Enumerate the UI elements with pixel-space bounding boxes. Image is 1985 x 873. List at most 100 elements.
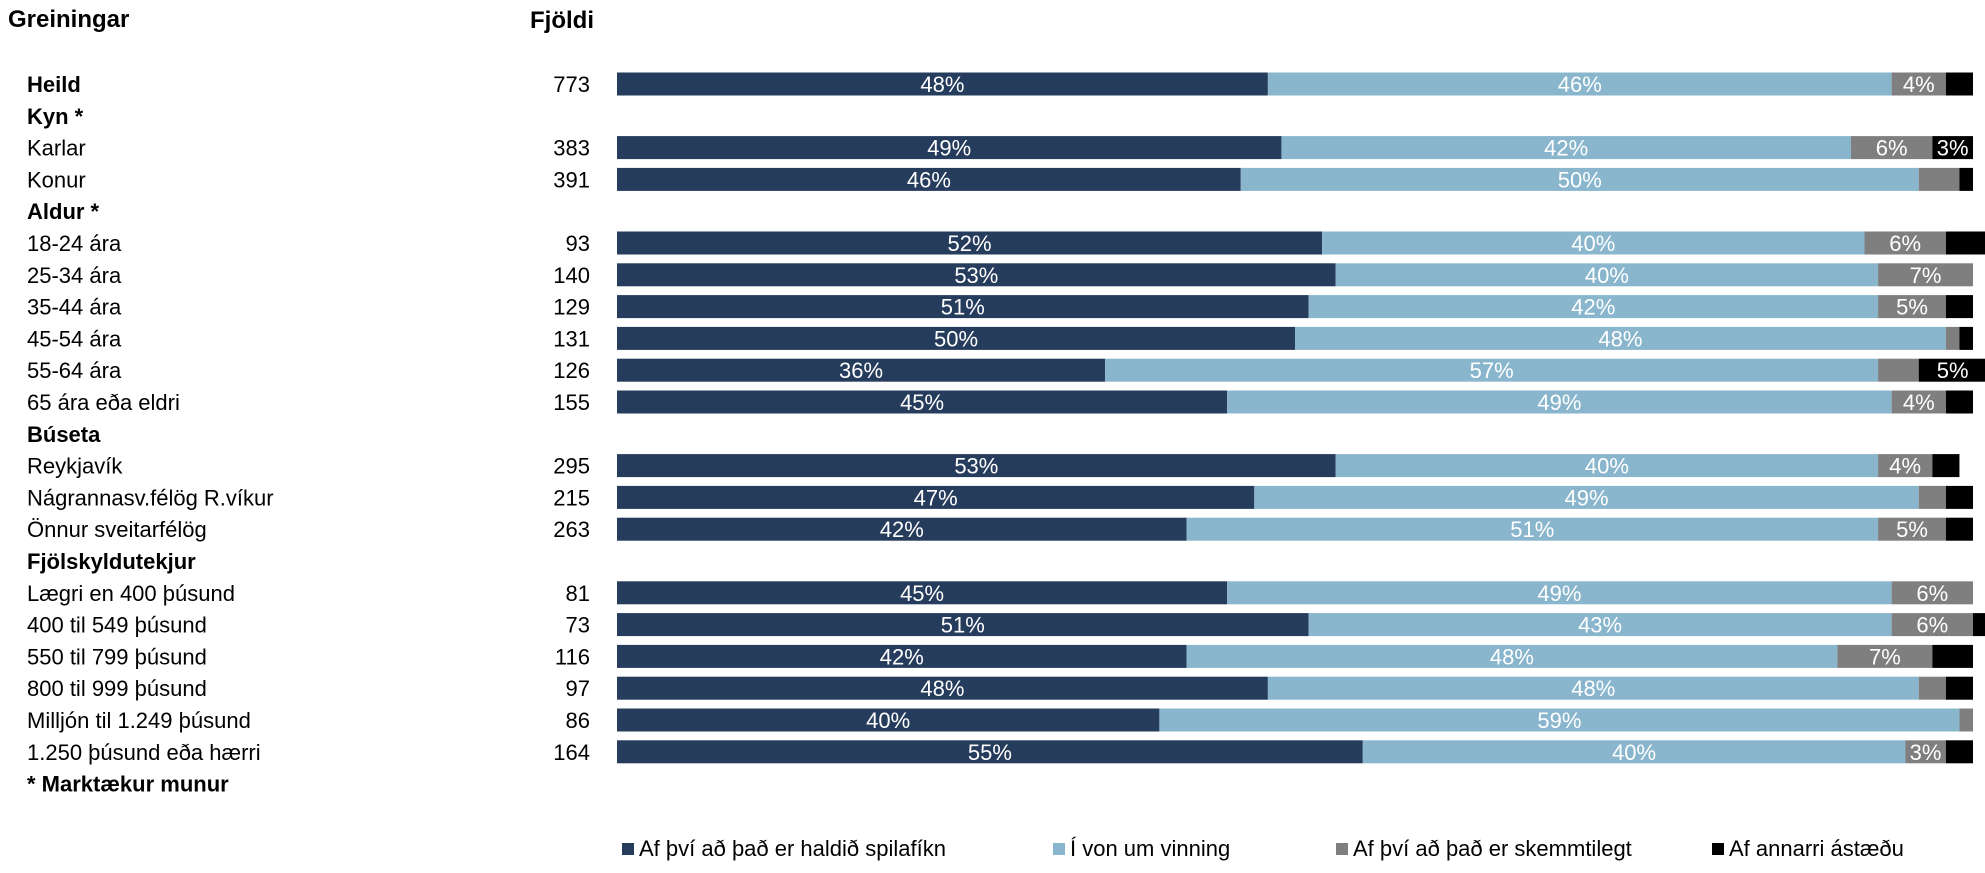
bar-segment	[1891, 390, 1946, 414]
data-label: 53%	[954, 263, 998, 288]
bar-segment	[1918, 167, 1960, 191]
row-count: 86	[566, 708, 590, 733]
chart-row: 25-34 ára 140 53% 40% 7%	[27, 263, 1973, 288]
bar-segment	[1267, 72, 1892, 96]
bar-segment	[1959, 326, 1973, 350]
chart-row: 35-44 ára 129 51% 42% 5%	[27, 295, 1973, 320]
bar-segment	[1295, 326, 1946, 350]
chart-row: * Marktækur munur	[27, 772, 229, 797]
chart-row: 1.250 þúsund eða hærri 164 55% 40% 3%	[27, 740, 1973, 765]
group-label: Heild	[27, 72, 81, 97]
legend-swatch	[1336, 843, 1348, 855]
legend-item: Af því að það er haldið spilafíkn	[622, 836, 946, 861]
data-label: 51%	[941, 295, 985, 320]
bar-segment	[617, 326, 1295, 350]
data-label: 6%	[1876, 136, 1908, 161]
chart-row: 400 til 549 þúsund 73 51% 43% 6%	[27, 613, 1985, 638]
bar-segment	[1227, 390, 1892, 414]
bar-segment	[617, 136, 1282, 160]
data-label: 51%	[1510, 517, 1554, 542]
chart-row: 65 ára eða eldri 155 45% 49% 4%	[27, 390, 1973, 415]
bar-segment	[1918, 358, 1985, 382]
bar-segment	[1159, 708, 1960, 732]
row-label: Milljón til 1.249 þúsund	[27, 708, 251, 733]
row-label: 55-64 ára	[27, 358, 122, 383]
legend-swatch	[1712, 843, 1724, 855]
row-label: 25-34 ára	[27, 263, 122, 288]
chart-row: 55-64 ára 126 36% 57% 5%	[27, 358, 1985, 383]
bar-segment	[1932, 136, 1973, 160]
data-label: 47%	[914, 485, 958, 510]
bar-segment	[1932, 644, 1973, 668]
bar-segment	[1362, 740, 1906, 764]
row-count: 295	[553, 454, 590, 479]
bar-segment	[1945, 676, 1973, 700]
legend-swatch	[1053, 843, 1065, 855]
page-title: Greiningar	[8, 6, 129, 33]
chart-row: Lægri en 400 þúsund 81 45% 49% 6%	[27, 581, 1973, 606]
data-label: 7%	[1869, 644, 1901, 669]
bar-segment	[1335, 263, 1879, 287]
data-label: 50%	[1558, 167, 1602, 192]
bar-segment	[1973, 613, 1985, 637]
bar-segment	[1837, 644, 1933, 668]
bar-segment	[1254, 485, 1919, 509]
row-count: 164	[553, 740, 590, 765]
row-count: 155	[553, 390, 590, 415]
data-label: 6%	[1916, 581, 1948, 606]
chart-row: Reykjavík 295 53% 40% 4%	[27, 454, 1960, 479]
chart-row: Búseta	[27, 422, 101, 447]
bar-segment	[1945, 231, 1985, 255]
row-count: 215	[553, 485, 590, 510]
chart-row: Konur 391 46% 50%	[27, 167, 1973, 192]
data-label: 45%	[900, 581, 944, 606]
bar-segment	[1945, 72, 1973, 96]
bar-segment	[1186, 644, 1838, 668]
data-label: 53%	[954, 454, 998, 479]
legend-swatch	[622, 843, 634, 855]
bar-segment	[1945, 326, 1960, 350]
data-label: 36%	[839, 358, 883, 383]
legend-label: Af því að það er skemmtilegt	[1353, 836, 1632, 861]
bar-segment	[617, 390, 1228, 414]
row-count: 131	[553, 326, 590, 351]
chart-row: Karlar 383 49% 42% 6% 3%	[27, 136, 1973, 161]
row-label: 45-54 ára	[27, 326, 122, 351]
data-label: 42%	[1544, 136, 1588, 161]
row-count: 383	[553, 136, 590, 161]
bar-segment	[1878, 454, 1933, 478]
group-label: * Marktækur munur	[27, 772, 229, 797]
chart-row: Aldur *	[27, 199, 100, 224]
bar-segment	[617, 454, 1336, 478]
bar-segment	[1878, 517, 1946, 541]
bar-segment	[1918, 676, 1946, 700]
data-label: 5%	[1896, 517, 1928, 542]
bar-segment	[617, 644, 1187, 668]
data-label: 57%	[1470, 358, 1514, 383]
bar-segment	[1281, 136, 1851, 160]
bar-segment	[1186, 517, 1879, 541]
bar-segment	[1850, 136, 1933, 160]
row-label: Önnur sveitarfélög	[27, 517, 207, 542]
legend-item: Í von um vinning	[1053, 836, 1230, 861]
legend-label: Af því að það er haldið spilafíkn	[639, 836, 946, 861]
chart-row: Önnur sveitarfélög 263 42% 51% 5%	[27, 517, 1973, 542]
data-label: 40%	[1585, 454, 1629, 479]
data-label: 46%	[1558, 72, 1602, 97]
data-label: 48%	[1571, 676, 1615, 701]
data-label: 48%	[920, 676, 964, 701]
group-label: Búseta	[27, 422, 101, 447]
data-label: 50%	[934, 326, 978, 351]
bar-segment	[1308, 295, 1879, 319]
data-label: 6%	[1889, 231, 1921, 256]
data-label: 49%	[1565, 485, 1609, 510]
data-label: 52%	[948, 231, 992, 256]
data-label: 3%	[1937, 136, 1969, 161]
data-label: 42%	[880, 644, 924, 669]
bar-segment	[617, 517, 1187, 541]
row-label: 800 til 999 þúsund	[27, 676, 207, 701]
bar-segment	[617, 613, 1309, 637]
data-label: 4%	[1903, 390, 1935, 415]
data-label: 43%	[1578, 613, 1622, 638]
chart-row: Fjölskyldutekjur	[27, 549, 196, 574]
